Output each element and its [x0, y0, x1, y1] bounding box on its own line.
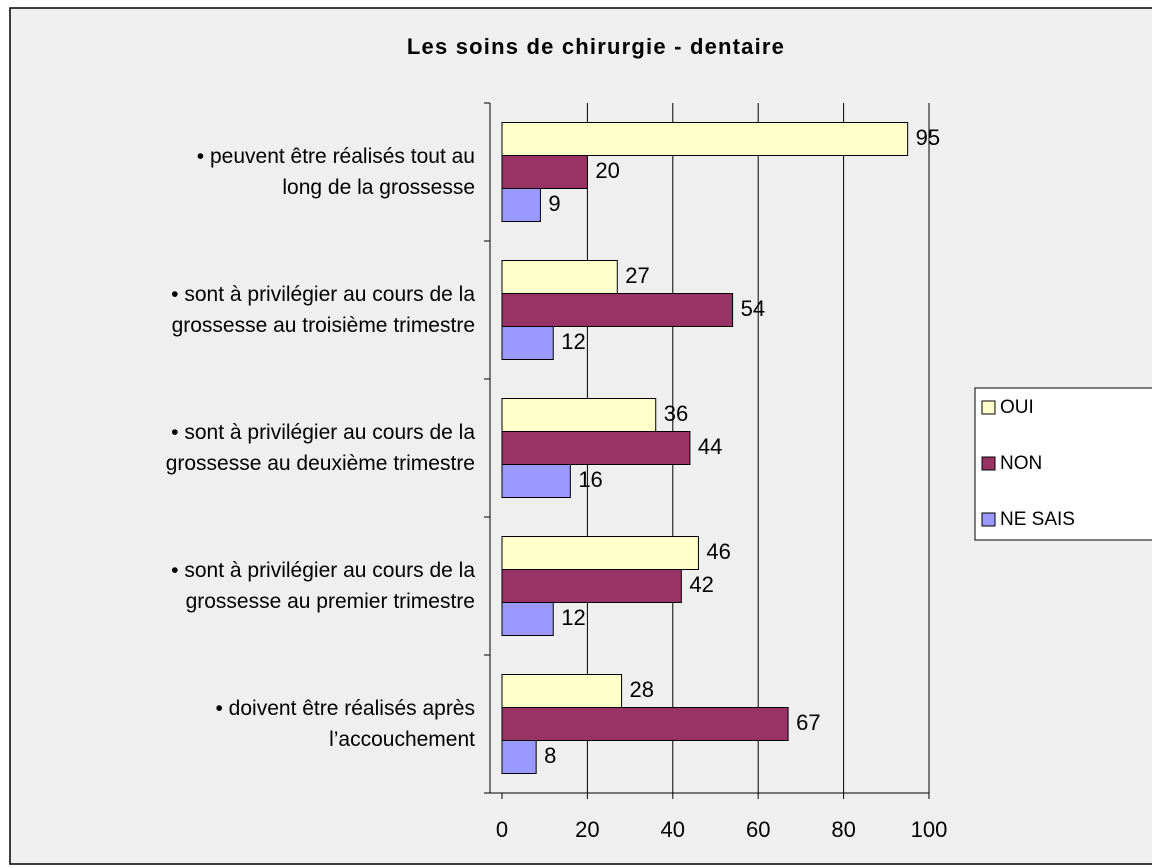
bar	[501, 188, 541, 222]
data-label: 67	[796, 710, 820, 735]
bar	[501, 464, 571, 498]
data-label: 8	[544, 743, 556, 768]
legend-label: OUI	[1000, 397, 1034, 418]
y-tick-label: • doivent être réalisés après l’accouche…	[215, 697, 476, 751]
data-label: 42	[689, 572, 713, 597]
data-label: 95	[916, 125, 940, 150]
data-label: 20	[595, 158, 619, 183]
chart-title: Les soins de chirurgie - dentaire	[407, 34, 785, 59]
x-tick-label: 60	[746, 817, 770, 842]
bar	[501, 602, 554, 636]
legend-label: NON	[1000, 453, 1042, 474]
bar	[501, 569, 682, 603]
bar	[501, 536, 699, 570]
legend-swatch	[981, 456, 996, 471]
data-label: 46	[706, 539, 730, 564]
x-tick-label: 80	[831, 817, 855, 842]
bar	[501, 740, 537, 774]
data-label: 9	[548, 191, 560, 216]
y-tick-label: • sont à privilégier au cours de la gros…	[171, 283, 475, 337]
bar	[501, 122, 909, 156]
bar	[501, 431, 691, 465]
data-label: 28	[630, 677, 654, 702]
x-tick-label: 40	[661, 817, 685, 842]
bar	[501, 155, 588, 189]
legend-box	[974, 387, 1152, 541]
bar	[501, 398, 657, 432]
legend-swatch	[981, 400, 996, 415]
y-tick-label: • sont à privilégier au cours de la gros…	[165, 421, 475, 475]
data-label: 44	[698, 434, 722, 459]
data-label: 12	[561, 605, 585, 630]
bar	[501, 674, 623, 708]
legend-swatch	[981, 512, 996, 527]
y-tick-label: • sont à privilégier au cours de la gros…	[171, 559, 475, 613]
data-label: 36	[664, 401, 688, 426]
data-label: 54	[741, 296, 765, 321]
data-label: 16	[578, 467, 602, 492]
bar	[501, 326, 554, 360]
x-tick-label: 100	[911, 817, 948, 842]
bar	[501, 293, 734, 327]
x-tick-label: 20	[575, 817, 599, 842]
bar	[501, 707, 789, 741]
y-tick-label: • peuvent être réalisés tout au long de …	[196, 145, 475, 199]
x-tick-label: 0	[496, 817, 508, 842]
data-label: 12	[561, 329, 585, 354]
legend-label: NE SAIS	[1000, 509, 1075, 530]
data-label: 27	[625, 263, 649, 288]
bar	[501, 260, 618, 294]
